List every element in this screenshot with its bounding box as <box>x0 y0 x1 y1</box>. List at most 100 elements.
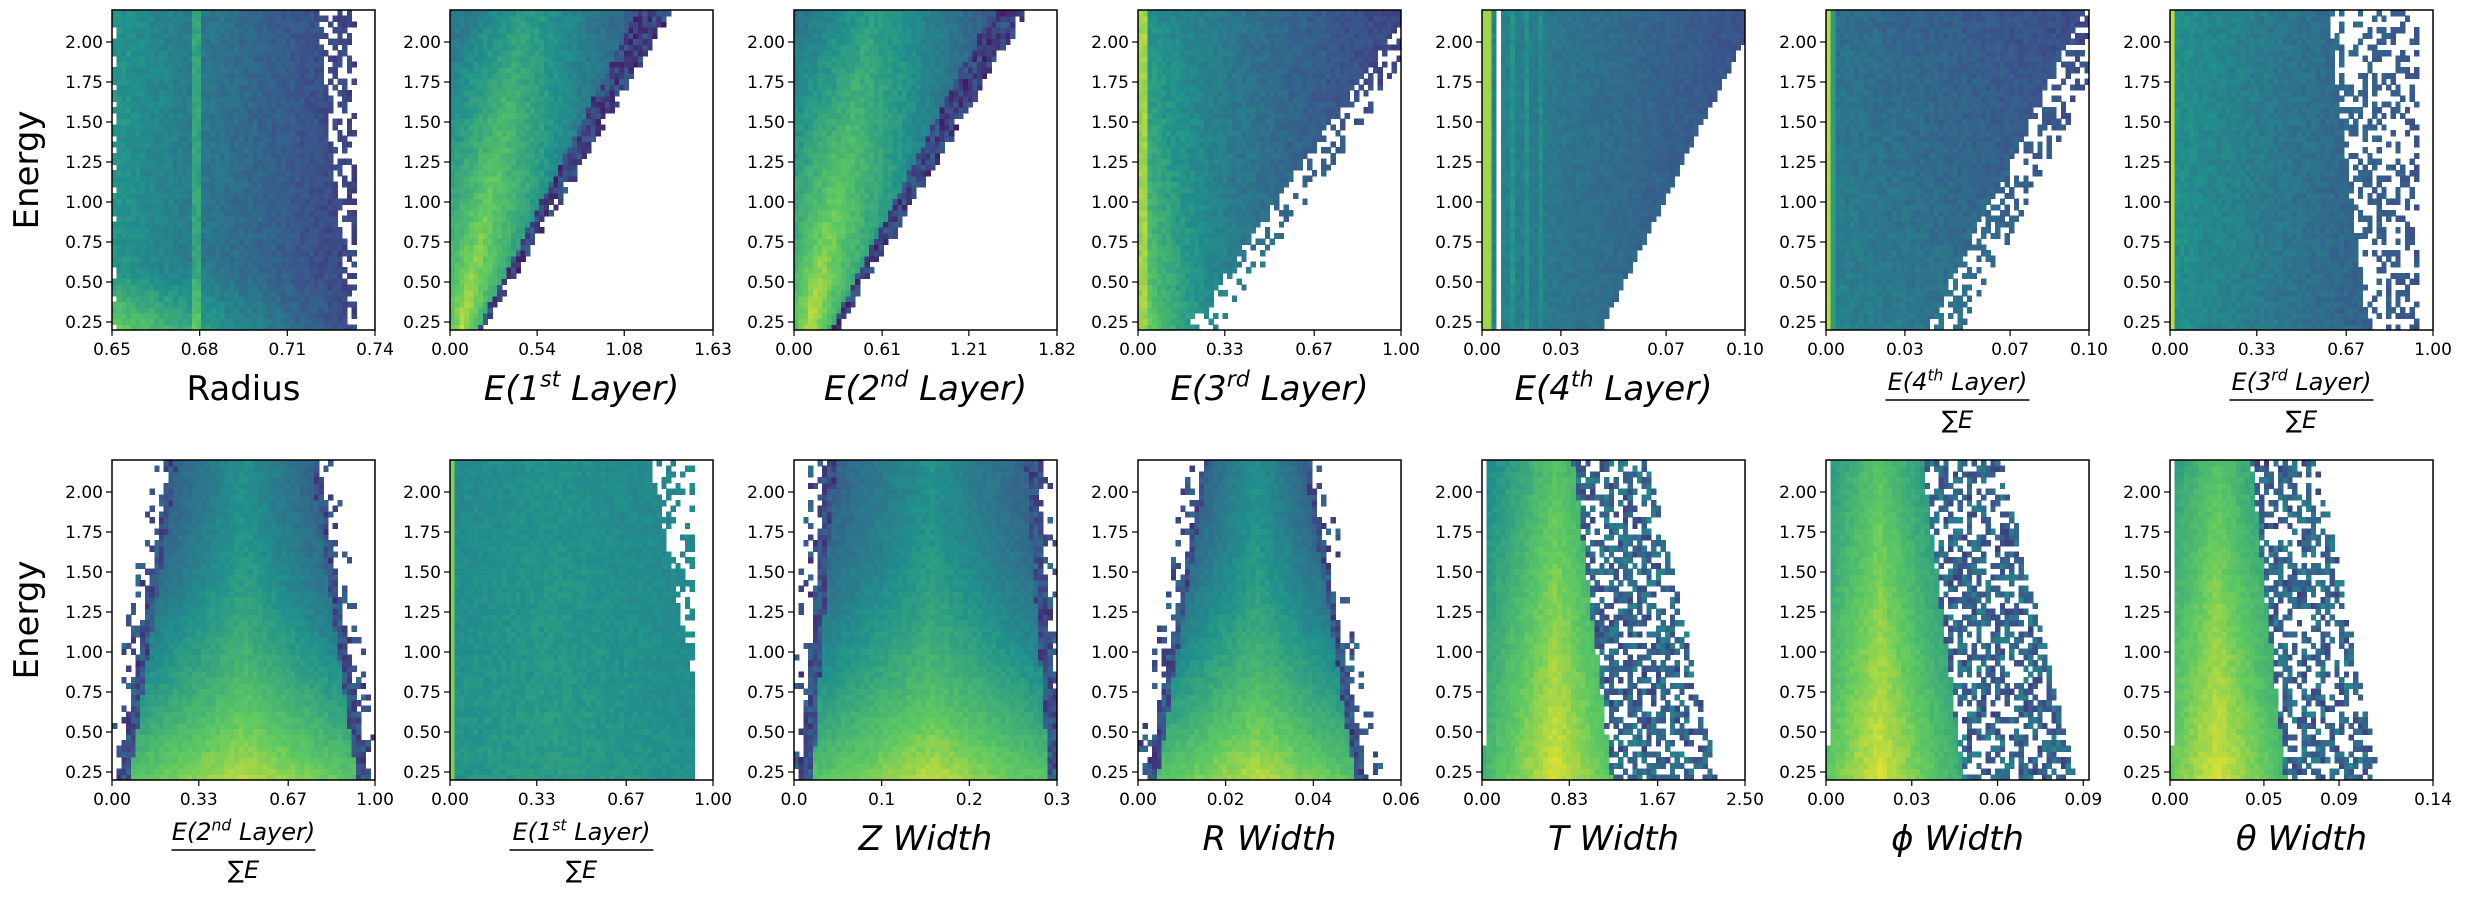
heatmap-cell <box>197 10 202 16</box>
heatmap-cell <box>168 130 173 136</box>
heatmap-cell <box>225 250 230 256</box>
heatmap-cell <box>182 16 187 22</box>
heatmap-cell <box>229 101 234 107</box>
heatmap-cell <box>206 16 211 22</box>
heatmap-cell <box>201 96 206 102</box>
heatmap-cell <box>140 210 145 216</box>
heatmap-cell <box>215 170 220 176</box>
heatmap-cell <box>159 44 164 50</box>
heatmap-cell <box>145 16 150 22</box>
heatmap-cell <box>178 16 183 22</box>
heatmap-cell <box>201 176 206 182</box>
heatmap-cell <box>168 227 173 233</box>
heatmap-cell <box>225 159 230 165</box>
heatmap-cell <box>150 256 155 262</box>
heatmap-cell <box>182 170 187 176</box>
heatmap-cell <box>220 84 225 90</box>
heatmap-cell <box>154 216 159 222</box>
heatmap-cell <box>182 79 187 85</box>
heatmap-cell <box>154 181 159 187</box>
heatmap-cell <box>201 199 206 205</box>
heatmap-cell <box>178 33 183 39</box>
heatmap-cell <box>220 307 225 313</box>
heatmap-cell <box>117 313 122 319</box>
heatmap-cell <box>206 90 211 96</box>
heatmap-cell <box>229 67 234 73</box>
heatmap-cell <box>234 147 239 153</box>
heatmap-cell <box>117 301 122 307</box>
heatmap-cell <box>140 221 145 227</box>
heatmap-cell <box>201 84 206 90</box>
heatmap-cell <box>173 216 178 222</box>
heatmap-cell <box>215 96 220 102</box>
heatmap-cell <box>150 176 155 182</box>
heatmap-cell <box>145 147 150 153</box>
heatmap-cell <box>187 50 192 56</box>
heatmap-cell <box>168 273 173 279</box>
heatmap-cell <box>234 27 239 33</box>
heatmap-cell <box>150 33 155 39</box>
heatmap-cell <box>145 136 150 142</box>
heatmap-cell <box>154 73 159 79</box>
heatmap-cell <box>178 44 183 50</box>
heatmap-cell <box>220 313 225 319</box>
heatmap-cell <box>126 250 131 256</box>
heatmap-cell <box>131 67 136 73</box>
heatmap-cell <box>173 84 178 90</box>
heatmap-cell <box>178 164 183 170</box>
heatmap-cell <box>135 244 140 250</box>
heatmap-cell <box>229 227 234 233</box>
heatmap-cell <box>112 39 117 45</box>
heatmap-cell <box>168 239 173 245</box>
heatmap-cell <box>135 101 140 107</box>
heatmap-cell <box>117 221 122 227</box>
heatmap-cell <box>112 176 117 182</box>
heatmap-cell <box>192 119 197 125</box>
heatmap-cell <box>234 136 239 142</box>
heatmap-cell <box>140 113 145 119</box>
heatmap-cell <box>201 153 206 159</box>
heatmap-cell <box>154 113 159 119</box>
heatmap-cell <box>225 233 230 239</box>
heatmap-cell <box>168 261 173 267</box>
heatmap-cell <box>140 164 145 170</box>
heatmap-cell <box>135 164 140 170</box>
heatmap-cell <box>150 147 155 153</box>
heatmap-cell <box>234 107 239 113</box>
heatmap-cell <box>182 101 187 107</box>
heatmap-cell <box>178 153 183 159</box>
heatmap-cell <box>182 199 187 205</box>
heatmap-cell <box>206 284 211 290</box>
heatmap-cell <box>159 10 164 16</box>
heatmap-cell <box>215 279 220 285</box>
heatmap-cell <box>126 279 131 285</box>
heatmap-cell <box>178 227 183 233</box>
heatmap-cell <box>178 27 183 33</box>
heatmap-cell <box>211 273 216 279</box>
heatmap-cell <box>197 199 202 205</box>
heatmap-cell <box>206 44 211 50</box>
heatmap-cell <box>145 267 150 273</box>
heatmap-cell <box>201 164 206 170</box>
heatmap-cell <box>121 267 126 273</box>
heatmap-cell <box>135 204 140 210</box>
heatmap-cell <box>211 130 216 136</box>
heatmap-cell <box>215 164 220 170</box>
heatmap-cell <box>154 130 159 136</box>
heatmap-cell <box>117 233 122 239</box>
heatmap-cell <box>225 44 230 50</box>
heatmap-cell <box>164 67 169 73</box>
heatmap-cell <box>201 250 206 256</box>
heatmap-cell <box>126 153 131 159</box>
heatmap-cell <box>135 284 140 290</box>
heatmap-cell <box>140 233 145 239</box>
heatmap-cell <box>197 193 202 199</box>
heatmap-cell <box>140 39 145 45</box>
heatmap-cell <box>201 313 206 319</box>
heatmap-cell <box>211 61 216 67</box>
heatmap-cell <box>135 84 140 90</box>
heatmap-cell <box>187 256 192 262</box>
heatmap-cell <box>154 164 159 170</box>
heatmap-cell <box>164 119 169 125</box>
heatmap-cell <box>168 279 173 285</box>
